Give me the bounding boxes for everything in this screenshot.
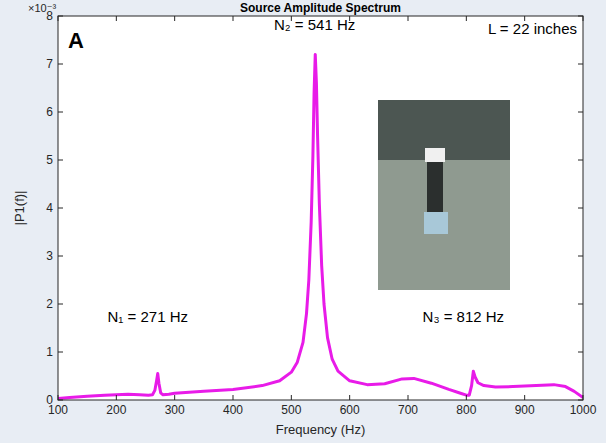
x-tick-label: 600 <box>340 403 360 417</box>
axes-frame <box>58 16 583 400</box>
x-tick <box>466 395 467 400</box>
photo-inset <box>424 212 448 234</box>
x-tick-label: 400 <box>223 403 243 417</box>
x-tick-label: 1000 <box>570 403 597 417</box>
y-tick <box>58 208 63 209</box>
y-tick <box>578 64 583 65</box>
y-tick <box>578 304 583 305</box>
x-tick <box>524 395 525 400</box>
y-tick <box>578 400 583 401</box>
y-tick <box>58 112 63 113</box>
x-tick-label: 900 <box>515 403 535 417</box>
y-tick-label: 6 <box>46 105 53 119</box>
y-multiplier: ×10⁻³ <box>28 2 56 14</box>
y-tick <box>578 16 583 17</box>
data-group <box>58 54 583 398</box>
y-tick <box>578 112 583 113</box>
y-tick <box>58 160 63 161</box>
y-tick-label: 0 <box>46 393 53 407</box>
y-tick <box>578 160 583 161</box>
spectrum-line <box>58 54 583 398</box>
x-tick-label: 800 <box>456 403 476 417</box>
background <box>0 0 606 443</box>
y-tick <box>578 256 583 257</box>
x-tick <box>583 16 584 21</box>
panel-label: A <box>68 28 84 53</box>
x-tick-label: 200 <box>106 403 126 417</box>
y-axis-title: |P1(f)| <box>12 191 27 226</box>
y-tick <box>578 352 583 353</box>
y-tick-label: 5 <box>46 153 53 167</box>
plot-area <box>58 16 583 400</box>
x-tick-label: 500 <box>281 403 301 417</box>
y-tick-label: 1 <box>46 345 53 359</box>
x-tick-label: 700 <box>398 403 418 417</box>
photo-inset <box>378 100 510 290</box>
x-tick-label: 300 <box>165 403 185 417</box>
y-tick <box>58 352 63 353</box>
y-tick-label: 2 <box>46 297 53 311</box>
x-tick <box>583 395 584 400</box>
annotation: N₁ = 271 Hz <box>107 308 188 325</box>
photo-inset <box>378 160 510 290</box>
annotation: L = 22 inches <box>488 20 577 37</box>
annotation: N₂ = 541 Hz <box>274 16 355 33</box>
x-tick <box>116 395 117 400</box>
y-tick <box>58 304 63 305</box>
y-tick <box>58 400 63 401</box>
x-tick <box>466 16 467 21</box>
y-tick <box>58 16 63 17</box>
x-axis-title: Frequency (Hz) <box>276 422 366 437</box>
x-tick <box>174 16 175 21</box>
title: Source Amplitude Spectrum <box>240 1 401 15</box>
y-tick <box>58 256 63 257</box>
x-tick <box>233 395 234 400</box>
photo-inset <box>425 148 445 162</box>
x-tick <box>58 16 59 21</box>
y-tick <box>58 64 63 65</box>
x-tick <box>408 395 409 400</box>
x-tick <box>174 395 175 400</box>
y-tick <box>578 208 583 209</box>
chart: 1002003004005006007008009001000012345678… <box>0 0 606 443</box>
photo-inset <box>427 162 443 212</box>
y-tick-label: 7 <box>46 57 53 71</box>
annotation: N₃ = 812 Hz <box>423 308 505 325</box>
x-tick <box>408 16 409 21</box>
x-tick <box>233 16 234 21</box>
x-tick <box>349 395 350 400</box>
x-tick <box>58 395 59 400</box>
y-tick-label: 3 <box>46 249 53 263</box>
x-tick <box>116 16 117 21</box>
y-tick-label: 4 <box>46 201 53 215</box>
photo-inset <box>378 100 510 290</box>
x-tick <box>291 395 292 400</box>
